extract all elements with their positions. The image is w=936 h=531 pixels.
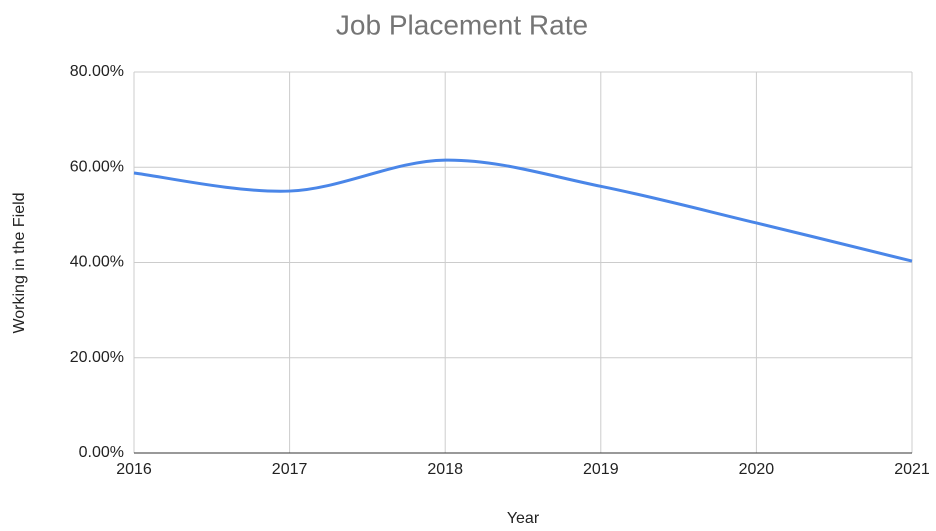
x-tick-label: 2019 [583,461,619,478]
x-tick-label: 2021 [894,461,930,478]
y-tick-label: 60.00% [70,158,124,175]
y-tick-label: 20.00% [70,349,124,366]
x-tick-label: 2016 [116,461,152,478]
y-tick-label: 40.00% [70,254,124,271]
x-tick-label: 2020 [739,461,775,478]
x-tick-label: 2018 [427,461,463,478]
y-tick-label: 80.00% [70,63,124,80]
y-tick-label: 0.00% [79,444,124,461]
chart-title: Job Placement Rate [336,9,588,40]
x-tick-label: 2017 [272,461,308,478]
x-axis-label: Year [507,510,540,527]
y-axis-label: Working in the Field [11,192,28,333]
line [133,158,913,263]
